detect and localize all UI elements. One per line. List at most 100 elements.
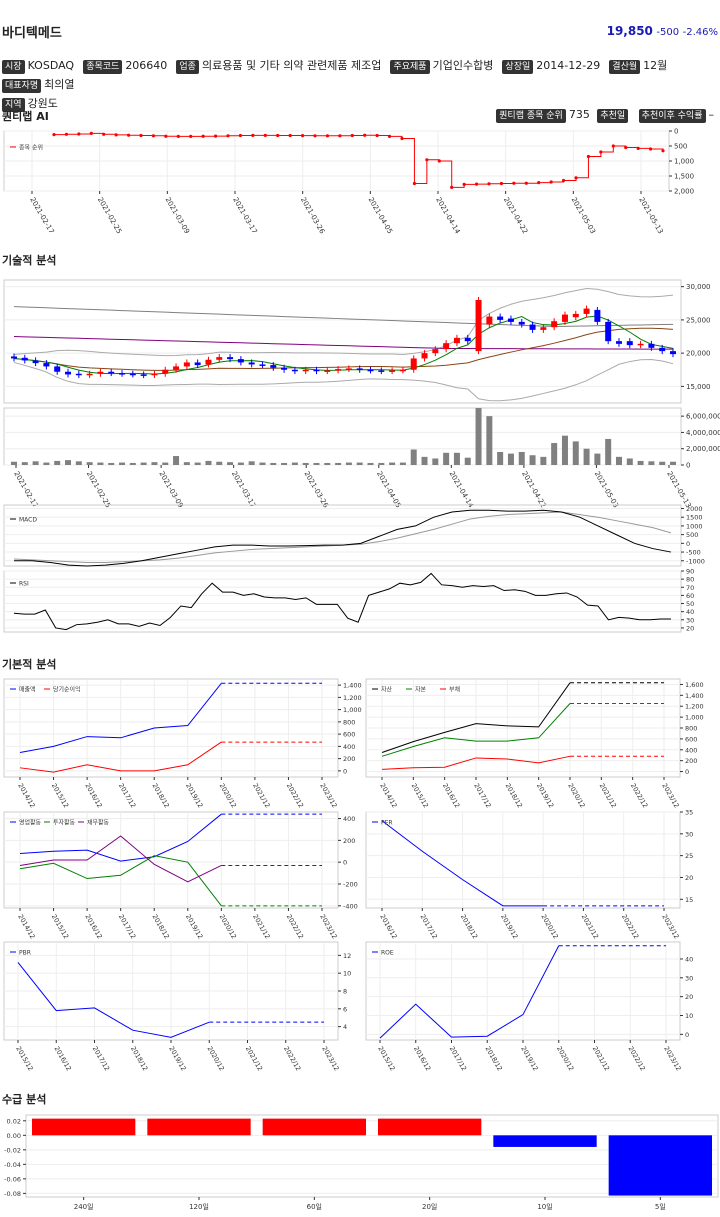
rank-point [313, 134, 317, 138]
y-tick-label: 20 [686, 624, 694, 632]
info-label: 종목코드 [83, 60, 123, 74]
x-tick-label: 2021-04-14 [448, 470, 476, 510]
x-tick-label: 2023/12 [318, 913, 338, 940]
y-tick-label: 1,200 [343, 694, 362, 702]
candle-body [594, 309, 601, 322]
candle-body [140, 374, 147, 376]
rank-point [114, 133, 118, 137]
bollinger-upper [13, 288, 674, 357]
y-tick-label: 2,000 [674, 188, 694, 196]
y-tick-label: 200 [343, 837, 355, 845]
x-tick-label: 2018/12 [504, 782, 524, 809]
x-tick-label: 2022/12 [285, 782, 305, 809]
x-tick-label: 2016/12 [83, 913, 103, 940]
x-tick-label: 2021-03-26 [302, 470, 330, 510]
legend-label: 종목 순위 [19, 144, 43, 152]
volume-bar [594, 453, 601, 465]
x-tick-label: 2016/12 [83, 782, 103, 809]
x-tick-label: 2022/12 [620, 913, 640, 940]
roe-line [379, 945, 560, 1039]
candle-body [259, 364, 266, 366]
info-label: 대표자명 [2, 79, 42, 93]
rank-point [561, 178, 566, 183]
candle-body [43, 363, 50, 367]
y-tick-label: 12 [343, 952, 351, 960]
x-tick-label: 2018/12 [459, 913, 479, 940]
y-tick-label: 70 [686, 584, 694, 592]
candle-body [173, 366, 180, 370]
volume-bar [140, 462, 147, 465]
volume-bar [43, 462, 50, 465]
y-tick-label: -0.02 [4, 1146, 21, 1154]
y-tick-label: 400 [343, 815, 355, 823]
volume-bar [216, 461, 223, 465]
legend-label: 당기순이익 [53, 686, 81, 694]
volume-bar [194, 462, 201, 465]
candle-body [75, 373, 82, 376]
volume-bar [551, 443, 558, 465]
x-tick-label: 2019/12 [167, 1045, 187, 1072]
x-tick-label: 2021-02-17 [28, 196, 55, 235]
rank-point [624, 145, 628, 150]
x-tick-label: 2021-03-26 [299, 196, 327, 236]
y-tick-label: 4 [343, 1023, 347, 1031]
legend-label: 재무활동 [87, 819, 110, 827]
candle-body [464, 337, 471, 342]
volume-bar [151, 462, 158, 465]
volume-bar [583, 448, 590, 465]
x-tick-label: 2017/12 [448, 1045, 468, 1072]
candle-body [648, 343, 655, 348]
rank-point [126, 133, 131, 137]
x-tick-label: 2016/12 [378, 913, 398, 940]
candle-body [216, 357, 223, 360]
candle-body [270, 365, 277, 368]
candle-body [32, 360, 39, 364]
rank-point [263, 133, 267, 137]
y-tick-label: 20 [685, 874, 693, 882]
x-tick-label: 2021/12 [251, 782, 271, 809]
y-tick-label: 0 [686, 462, 690, 470]
volume-bar [32, 461, 39, 465]
candle-body [205, 359, 212, 365]
info-value: 2014-12-29 [536, 59, 601, 72]
y-tick-label: 800 [343, 718, 355, 726]
x-tick-label: 5일 [655, 1202, 666, 1211]
candle-body [356, 368, 363, 370]
x-tick-label: 2020/12 [218, 913, 238, 940]
supply-bar [32, 1118, 136, 1136]
info-label: 업종 [176, 60, 199, 74]
x-tick-label: 2015/12 [410, 782, 430, 809]
volume-bar [345, 462, 352, 465]
info-value: KOSDAQ [27, 59, 75, 72]
rank-point [599, 150, 603, 154]
info-label: 지역 [2, 98, 25, 112]
rank-point [661, 149, 665, 153]
legend-label: PER [381, 820, 393, 827]
volume-bar [648, 461, 655, 465]
x-tick-label: 2021-04-14 [434, 196, 462, 236]
x-tick-label: 2016/12 [53, 1045, 73, 1072]
x-tick-label: 2021-04-22 [520, 470, 547, 509]
balance-line [381, 703, 571, 757]
y-tick-label: -0.04 [4, 1161, 21, 1169]
rank-point [537, 181, 541, 185]
candle-body [507, 318, 514, 322]
info-label: 결산월 [609, 60, 641, 74]
candle-body [670, 351, 676, 355]
y-tick-label: 0.02 [7, 1117, 21, 1125]
x-tick-label: 2022/12 [629, 782, 649, 809]
x-tick-label: 2019/12 [519, 1045, 539, 1072]
x-tick-label: 2019/12 [184, 913, 204, 940]
volume-bar [497, 451, 504, 465]
x-tick-label: 10일 [537, 1202, 552, 1211]
info-value: 206640 [125, 59, 168, 72]
volume-bar [162, 462, 169, 465]
y-tick-label: 90 [686, 568, 694, 576]
info-value: 강원도 [27, 97, 58, 110]
y-tick-label: 500 [686, 531, 698, 539]
y-tick-label: 600 [685, 735, 697, 743]
x-tick-label: 2020/12 [218, 782, 238, 809]
x-tick-label: 2018/12 [484, 1045, 504, 1072]
volume-bar [561, 435, 568, 465]
